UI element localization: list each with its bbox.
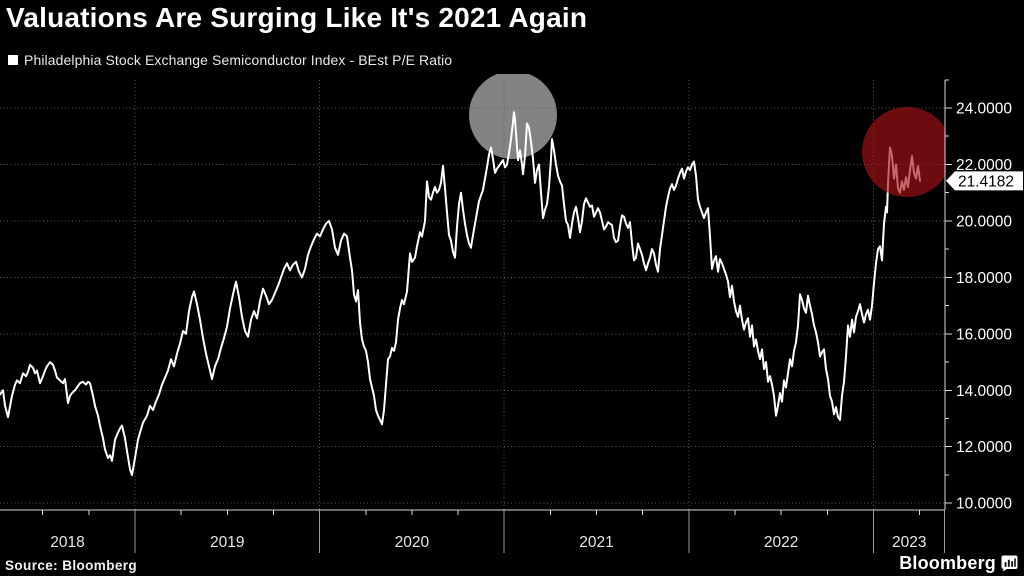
legend-series-marker-icon xyxy=(8,55,18,65)
gridlines xyxy=(0,80,945,510)
svg-text:14.0000: 14.0000 xyxy=(956,383,1012,400)
source-attribution: Source: Bloomberg xyxy=(5,558,138,573)
svg-text:2023: 2023 xyxy=(892,534,926,551)
svg-text:2022: 2022 xyxy=(764,534,798,551)
series-line xyxy=(0,111,921,476)
x-axis-ticks-labels: 2018 2019 2020 2021 2022 2023 xyxy=(42,510,945,553)
svg-text:22.0000: 22.0000 xyxy=(956,157,1012,174)
svg-text:20.0000: 20.0000 xyxy=(956,213,1012,230)
svg-text:12.0000: 12.0000 xyxy=(956,439,1012,456)
highlight-circle-2023 xyxy=(862,107,945,197)
svg-text:18.0000: 18.0000 xyxy=(956,270,1012,287)
chart-title: Valuations Are Surging Like It's 2021 Ag… xyxy=(6,2,588,33)
svg-text:16.0000: 16.0000 xyxy=(956,326,1012,343)
bloomberg-logo: Bloomberg xyxy=(899,553,1018,574)
svg-text:2020: 2020 xyxy=(395,534,430,551)
svg-text:2019: 2019 xyxy=(210,534,244,551)
svg-text:2018: 2018 xyxy=(50,534,84,551)
last-value-tag: 21.4182 xyxy=(946,171,1023,191)
legend-series-label: Philadelphia Stock Exchange Semiconducto… xyxy=(24,52,453,68)
legend: Philadelphia Stock Exchange Semiconducto… xyxy=(8,52,452,68)
bloomberg-terminal-icon xyxy=(1001,555,1018,572)
y-axis-ticks-labels: 24.0000 22.0000 20.0000 18.0000 16.0000 14.00… xyxy=(945,79,1012,513)
svg-text:21.4182: 21.4182 xyxy=(958,173,1014,190)
svg-text:10.0000: 10.0000 xyxy=(956,496,1012,513)
bloomberg-wordmark: Bloomberg xyxy=(899,553,996,573)
svg-text:24.0000: 24.0000 xyxy=(956,101,1012,118)
svg-text:2021: 2021 xyxy=(579,534,613,551)
axes xyxy=(0,80,946,511)
